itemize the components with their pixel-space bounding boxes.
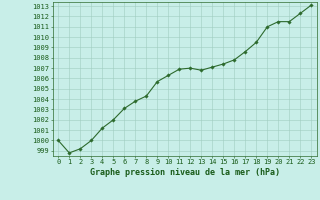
X-axis label: Graphe pression niveau de la mer (hPa): Graphe pression niveau de la mer (hPa) (90, 168, 280, 177)
